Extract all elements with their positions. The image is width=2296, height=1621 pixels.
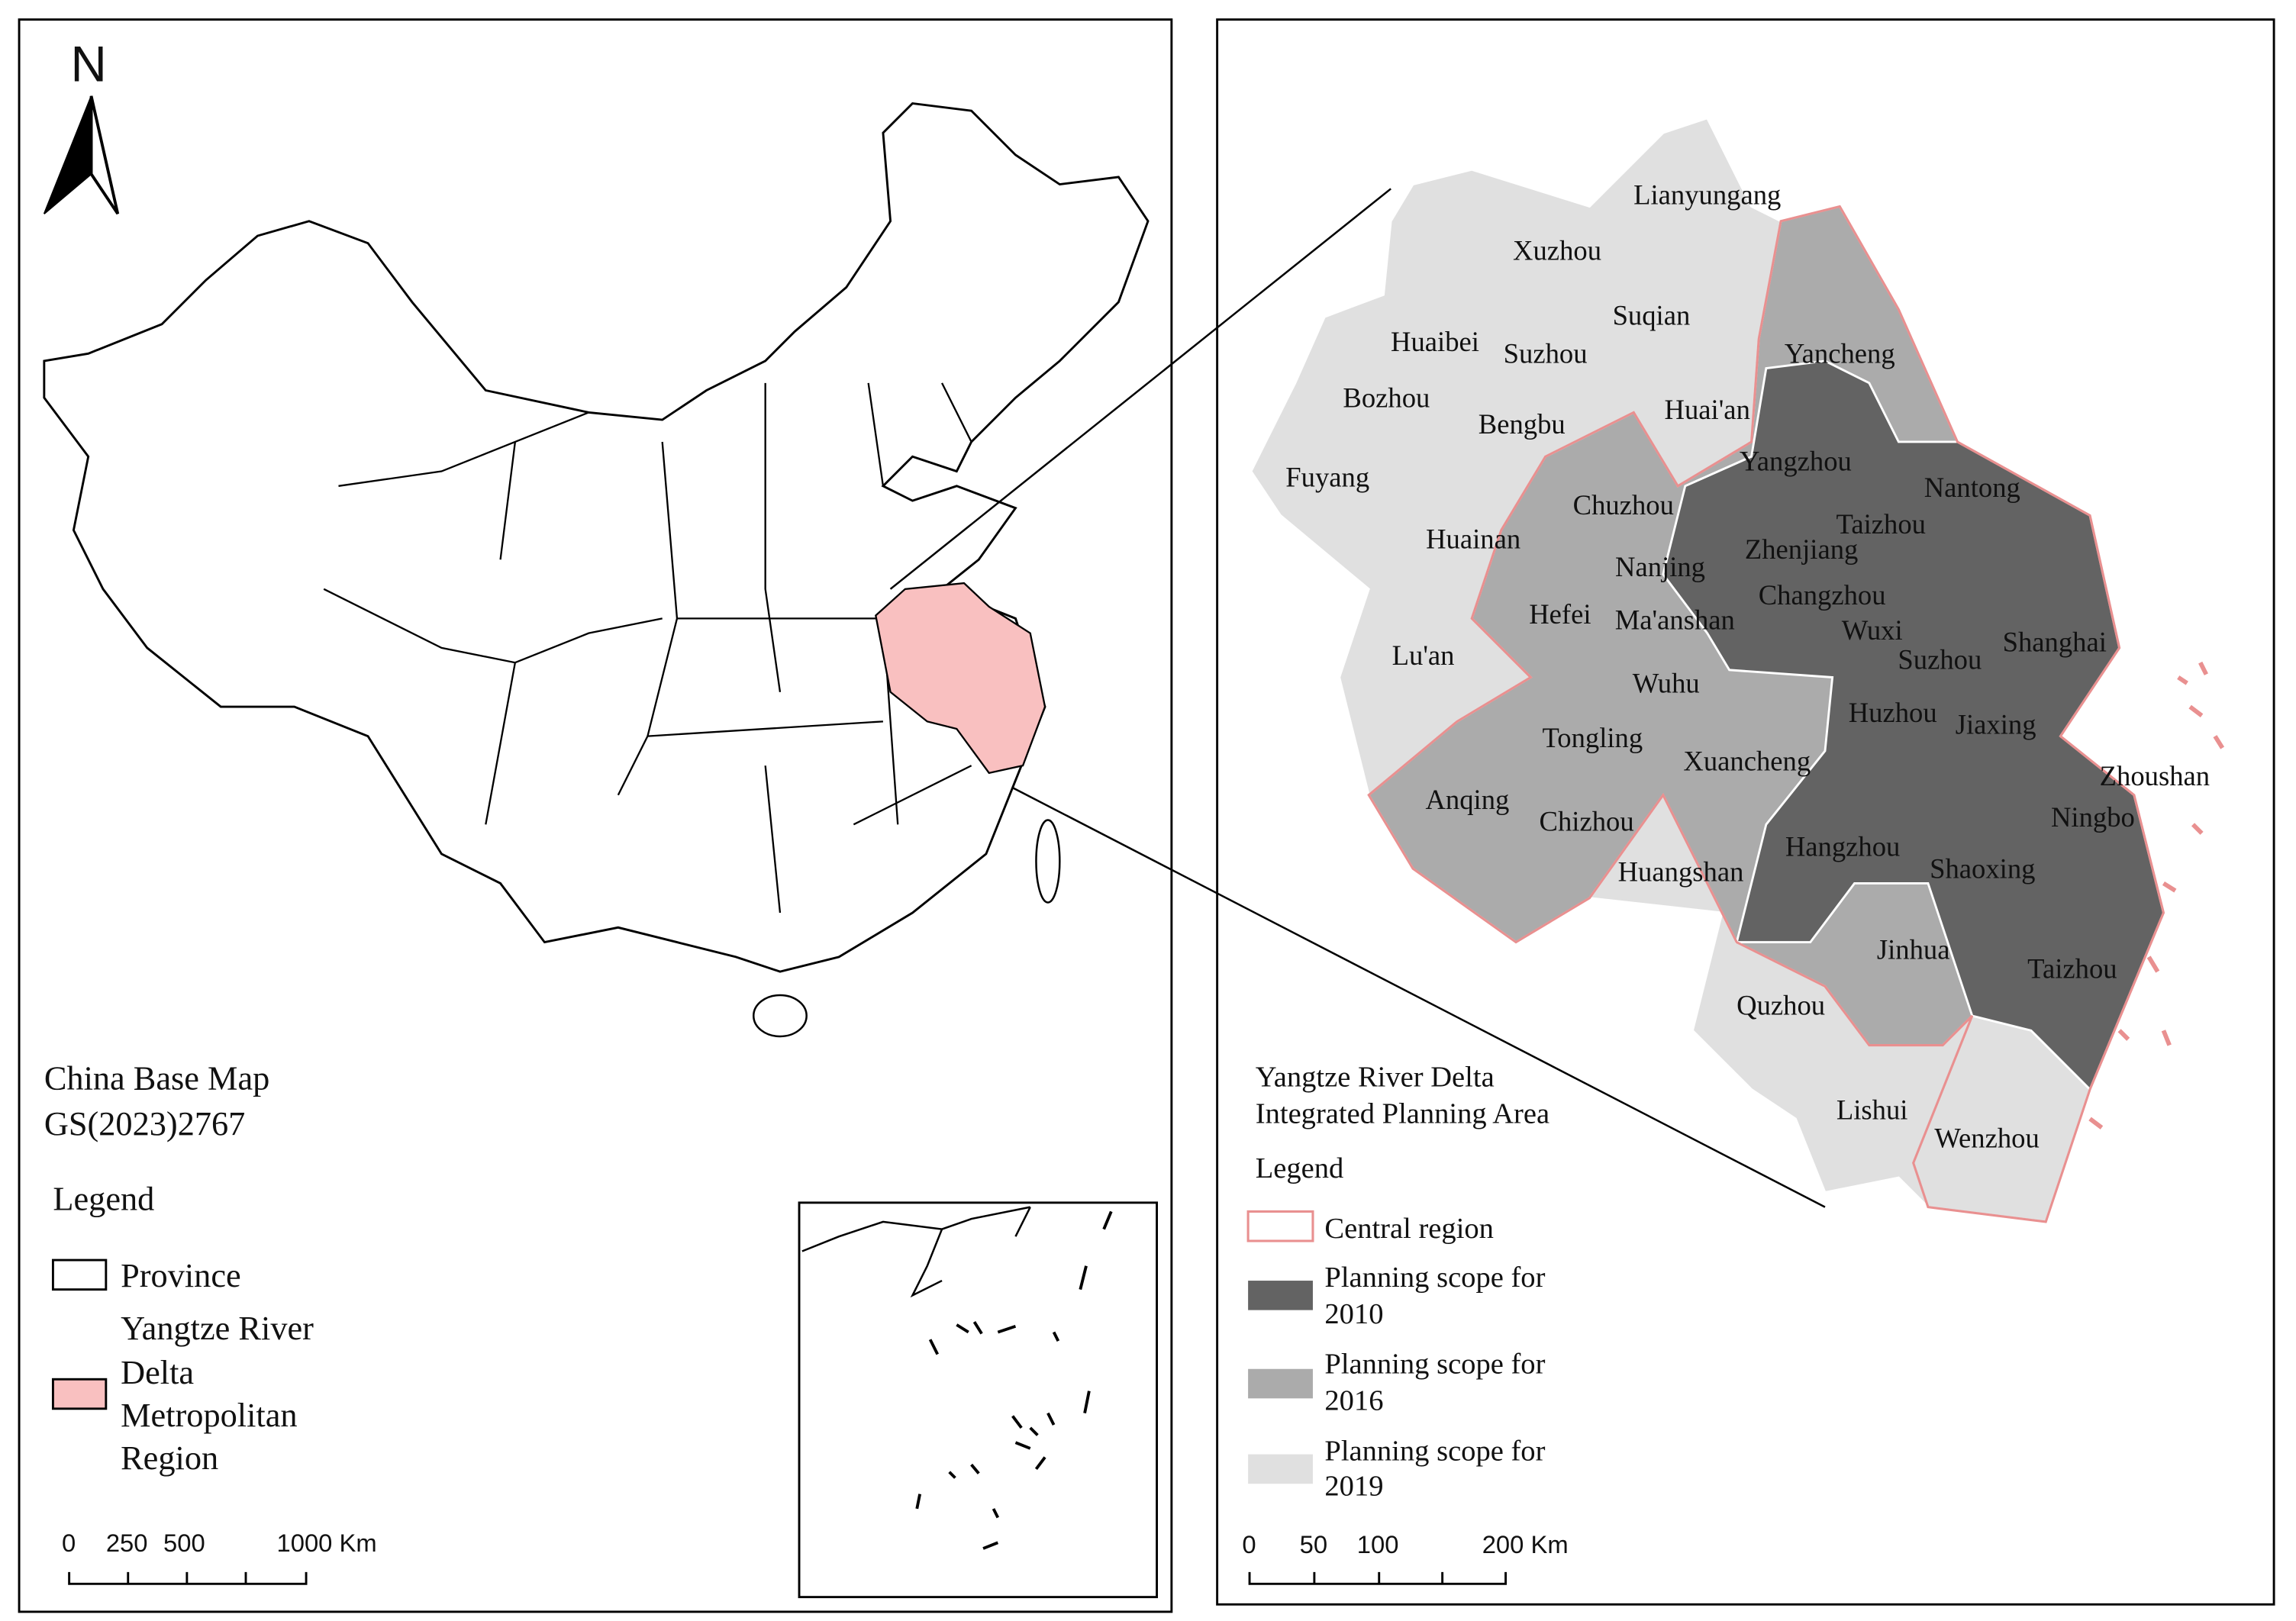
province-borders (323, 382, 972, 914)
legend-label: Central region (1324, 1213, 1494, 1245)
legend-label: Province (121, 1256, 241, 1294)
legend-swatch (1248, 1368, 1313, 1399)
legend-label: Region (121, 1439, 218, 1477)
scale-label: 0 (1242, 1530, 1256, 1558)
city-label: Bozhou (1343, 382, 1430, 413)
north-arrow (89, 95, 120, 215)
city-label: Xuancheng (1683, 746, 1811, 777)
city-label: Bengbu (1479, 408, 1566, 440)
legend-swatch (1248, 1281, 1313, 1310)
hainan (752, 994, 808, 1038)
city-label: Suzhou (1504, 338, 1588, 369)
caption: China Base Map (44, 1059, 269, 1097)
yrd-region (875, 582, 1046, 775)
legend-swatch (51, 1258, 108, 1291)
city-label: Anqing (1425, 784, 1509, 815)
scale-label: 0 (62, 1529, 76, 1557)
city-label: Xuzhou (1513, 235, 1601, 266)
taiwan (1035, 819, 1061, 904)
city-label: Huangshan (1618, 856, 1744, 887)
city-label: Wenzhou (1934, 1122, 2039, 1153)
city-label: Ma'anshan (1615, 604, 1735, 636)
map-title: Integrated Planning Area (1256, 1098, 1549, 1130)
north-label: N (71, 37, 107, 92)
inset-coast (801, 1206, 1031, 1298)
city-label: Chuzhou (1573, 489, 1674, 520)
city-label: Tongling (1542, 722, 1643, 753)
right-frame (1216, 18, 2275, 1606)
city-label: Nanjing (1615, 551, 1705, 582)
city-label: Yancheng (1785, 338, 1895, 369)
city-label: Suzhou (1898, 644, 1982, 675)
scale-label: 200 Km (1482, 1530, 1569, 1558)
connector (889, 188, 1391, 590)
caption: GS(2023)2767 (44, 1104, 246, 1142)
city-label: Changzhou (1759, 579, 1886, 611)
scale-label: 100 (1357, 1530, 1399, 1558)
legend-label: Planning scope for (1324, 1435, 1545, 1467)
city-label: Yangzhou (1740, 445, 1852, 476)
city-label: Wuxi (1842, 614, 1903, 646)
city-label: Wuhu (1633, 667, 1700, 698)
scale-label: 500 (163, 1529, 205, 1557)
city-label: Taizhou (2027, 953, 2117, 985)
china-outline (43, 102, 1150, 973)
city-label: Quzhou (1737, 990, 1825, 1021)
inset-frame (798, 1201, 1159, 1599)
city-label: Suqian (1613, 299, 1691, 330)
city-label: Jinhua (1877, 933, 1950, 965)
city-label: Zhoushan (2100, 760, 2210, 791)
city-label: Lu'an (1392, 640, 1455, 671)
map-title: Yangtze River Delta (1256, 1062, 1495, 1094)
scale-label: 50 (1300, 1530, 1327, 1558)
city-label: Fuyang (1285, 462, 1369, 493)
legend-label: 2019 (1324, 1471, 1383, 1503)
city-label: Shanghai (2003, 626, 2107, 657)
legend-title: Legend (1256, 1152, 1344, 1184)
central-region (1367, 205, 2165, 1223)
city-label: Huai'an (1665, 394, 1750, 425)
legend-label: Metropolitan (121, 1396, 297, 1434)
legend-swatch (1248, 1454, 1313, 1484)
inset-islands (915, 1210, 1113, 1550)
scale-label: 1000 Km (277, 1529, 377, 1557)
city-label: Huzhou (1849, 697, 1937, 728)
legend-label: Delta (121, 1353, 194, 1391)
city-label: Nantong (1924, 472, 2020, 503)
city-label: Chizhou (1540, 806, 1634, 837)
city-label: Hangzhou (1785, 831, 1901, 862)
legend-swatch (1246, 1210, 1314, 1242)
city-label: Lianyungang (1633, 179, 1781, 210)
islands (2088, 661, 2225, 1130)
city-label: Zhenjiang (1745, 533, 1859, 565)
city-label: Huaibei (1391, 326, 1479, 357)
city-label: Lishui (1836, 1094, 1908, 1126)
city-label: Shaoxing (1930, 852, 2035, 884)
city-label: Huainan (1426, 524, 1520, 555)
legend-label: Yangtze River (121, 1309, 314, 1347)
legend-label: 2016 (1324, 1385, 1383, 1417)
scale-bar (68, 1571, 308, 1585)
legend-swatch (51, 1378, 108, 1410)
legend-label: 2010 (1324, 1298, 1383, 1330)
city-label: Taizhou (1836, 508, 1926, 540)
scale-label: 250 (106, 1529, 148, 1557)
city-label: Hefei (1529, 598, 1591, 630)
connector (1012, 786, 1826, 1208)
legend-label: Planning scope for (1324, 1349, 1545, 1381)
legend-label: Planning scope for (1324, 1262, 1545, 1294)
scale-bar (1248, 1571, 1507, 1585)
city-label: Jiaxing (1956, 708, 2036, 740)
city-label: Ningbo (2051, 801, 2135, 833)
legend-title: Legend (53, 1180, 154, 1218)
left-frame (18, 18, 1173, 1613)
city-labels: Lianyungang Xuzhou Suqian Huaibei Suzhou Yanc… (1285, 179, 2210, 1153)
